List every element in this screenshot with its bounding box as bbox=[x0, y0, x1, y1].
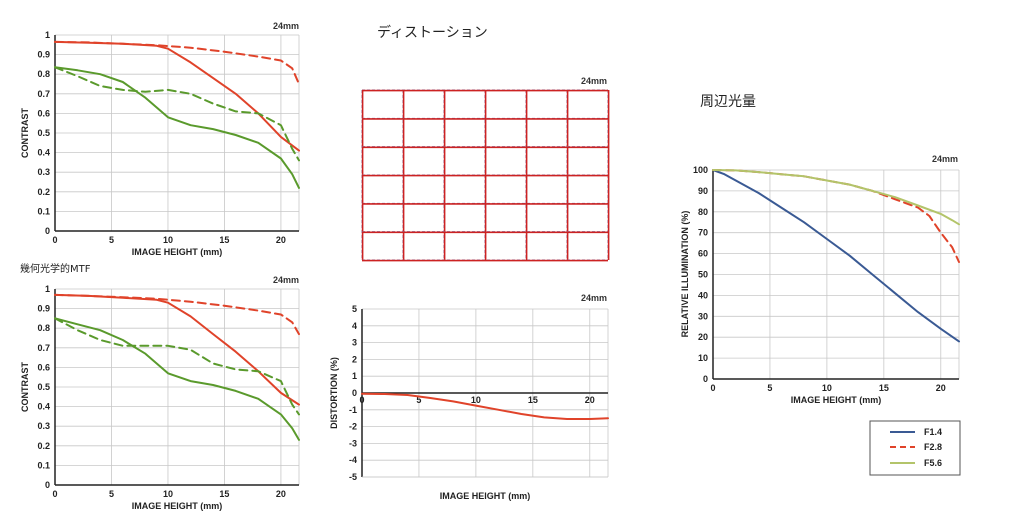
mtf2-ytick-label: 0.2 bbox=[37, 441, 50, 451]
distortion-series-line-0 bbox=[361, 392, 609, 420]
illumination-series-line-1 bbox=[712, 169, 960, 263]
illumination-ytick-label: 100 bbox=[693, 165, 708, 175]
mtf1-ytick-label: 0.9 bbox=[37, 50, 50, 60]
mtf2-series-line-3 bbox=[54, 317, 300, 416]
mtf1-ytick-label: 0.5 bbox=[37, 128, 50, 138]
illumination-y-axis-label: RELATIVE ILLUMINATION (%) bbox=[680, 211, 690, 338]
mtf1-ytick-label: 0.7 bbox=[37, 89, 50, 99]
mtf2-ytick-label: 1 bbox=[45, 284, 50, 294]
illumination-xtick-label: 5 bbox=[767, 383, 772, 393]
mtf-heading: 幾何光学的MTF bbox=[20, 262, 91, 275]
mtf1-series-line-3 bbox=[54, 66, 300, 162]
illumination-xtick-label: 0 bbox=[710, 383, 715, 393]
mtf-chart-2: 00.10.20.30.40.50.60.70.80.910 5 10 15 20IMA… bbox=[20, 284, 300, 511]
legend-label-f14: F1.4 bbox=[924, 427, 942, 437]
distortion-ytick-label: -1 bbox=[349, 405, 357, 415]
mtf1-ytick-label: 0.6 bbox=[37, 108, 50, 118]
legend-label-f56: F5.6 bbox=[924, 458, 942, 468]
mtf2-xtick-label: 5 bbox=[109, 489, 114, 499]
distortion-ytick-label: 0 bbox=[352, 388, 357, 398]
mtf1-ytick-label: 0.8 bbox=[37, 69, 50, 79]
illumination-ytick-label: 70 bbox=[698, 228, 708, 238]
mtf1-xtick-label: 10 bbox=[163, 235, 173, 245]
distortion-ytick-label: -2 bbox=[349, 422, 357, 432]
distortion-lens-label: 24mm bbox=[581, 293, 607, 303]
mtf2-ytick-label: 0.7 bbox=[37, 343, 50, 353]
mtf2-x-axis-label: IMAGE HEIGHT (mm) bbox=[132, 501, 223, 511]
illumination-ytick-label: 0 bbox=[703, 374, 708, 384]
mtf1-y-axis-label: CONTRAST bbox=[20, 108, 30, 158]
mtf2-ytick-label: 0.6 bbox=[37, 362, 50, 372]
mtf1-xtick-label: 0 bbox=[52, 235, 57, 245]
mtf1-ytick-label: 0.4 bbox=[37, 148, 50, 158]
mtf1-series-line-1 bbox=[54, 40, 300, 85]
illumination-series-line-2 bbox=[712, 169, 960, 226]
distortion-chart: -5-4-3-2-101234505101520IMAGE HEIGHT (mm… bbox=[329, 304, 609, 501]
distortion-ytick-label: 2 bbox=[352, 354, 357, 364]
illumination-ytick-label: 40 bbox=[698, 290, 708, 300]
mtf2-xtick-label: 0 bbox=[52, 489, 57, 499]
illumination-chart: 0 10 20 30 40 50 60 70 80 90 100 0 5 10 15 20 IMAGE HEIG… bbox=[680, 165, 960, 405]
distortion-xtick-label: 15 bbox=[528, 395, 538, 405]
mtf2-ytick-label: 0.3 bbox=[37, 421, 50, 431]
mtf2-xtick-label: 10 bbox=[163, 489, 173, 499]
mtf2-ytick-label: 0.8 bbox=[37, 323, 50, 333]
mtf2-y-axis-label: CONTRAST bbox=[20, 362, 30, 412]
illumination-ytick-label: 20 bbox=[698, 332, 708, 342]
illumination-ytick-label: 10 bbox=[698, 353, 708, 363]
distortion-xtick-label: 10 bbox=[471, 395, 481, 405]
mtf2-lens-label: 24mm bbox=[273, 275, 299, 285]
mtf1-ytick-label: 0 bbox=[45, 226, 50, 236]
distortion-ytick-label: 4 bbox=[352, 321, 357, 331]
distortion-ytick-label: 3 bbox=[352, 338, 357, 348]
mtf2-series-line-2 bbox=[54, 317, 300, 441]
mtf1-x-axis-label: IMAGE HEIGHT (mm) bbox=[132, 247, 223, 257]
mtf2-ytick-label: 0.5 bbox=[37, 382, 50, 392]
distortion-ytick-label: 1 bbox=[352, 371, 357, 381]
illumination-heading: 周辺光量 bbox=[700, 94, 756, 110]
illumination-ytick-label: 90 bbox=[698, 186, 708, 196]
illumination-ytick-label: 60 bbox=[698, 249, 708, 259]
grid-lens-label: 24mm bbox=[581, 76, 607, 86]
mtf1-xtick-label: 20 bbox=[276, 235, 286, 245]
illumination-legend: F1.4 F2.8 F5.6 bbox=[869, 420, 961, 476]
mtf2-ytick-label: 0.4 bbox=[37, 402, 50, 412]
mtf2-xtick-label: 15 bbox=[219, 489, 229, 499]
mtf1-xtick-label: 5 bbox=[109, 235, 114, 245]
distortion-grid-image bbox=[361, 89, 610, 262]
distortion-xtick-label: 20 bbox=[585, 395, 595, 405]
illumination-lens-label: 24mm bbox=[932, 154, 958, 164]
illumination-series-line-0 bbox=[712, 169, 960, 343]
distortion-xtick-label: 5 bbox=[416, 395, 421, 405]
mtf1-xtick-label: 15 bbox=[219, 235, 229, 245]
mtf2-ytick-label: 0 bbox=[45, 480, 50, 490]
distortion-y-axis-label: DISTORTION (%) bbox=[329, 357, 339, 429]
mtf1-ytick-label: 0.3 bbox=[37, 167, 50, 177]
mtf1-lens-label: 24mm bbox=[273, 21, 299, 31]
illumination-x-axis-label: IMAGE HEIGHT (mm) bbox=[791, 395, 882, 405]
illumination-xtick-label: 10 bbox=[822, 383, 832, 393]
mtf1-ytick-label: 0.1 bbox=[37, 206, 50, 216]
illumination-ytick-label: 50 bbox=[698, 270, 708, 280]
distortion-heading: ディストーション bbox=[377, 24, 488, 41]
distortion-x-axis-label: IMAGE HEIGHT (mm) bbox=[440, 491, 531, 501]
distortion-ytick-label: -4 bbox=[349, 455, 357, 465]
distortion-ytick-label: -5 bbox=[349, 472, 357, 482]
illumination-xtick-label: 20 bbox=[936, 383, 946, 393]
mtf1-ytick-label: 0.2 bbox=[37, 187, 50, 197]
mtf1-ytick-label: 1 bbox=[45, 30, 50, 40]
distortion-ytick-label: -3 bbox=[349, 438, 357, 448]
illumination-ytick-label: 30 bbox=[698, 311, 708, 321]
mtf2-series-line-1 bbox=[54, 293, 300, 336]
legend-label-f28: F2.8 bbox=[924, 442, 942, 452]
illumination-ytick-label: 80 bbox=[698, 207, 708, 217]
distortion-ytick-label: 5 bbox=[352, 304, 357, 314]
illumination-xtick-label: 15 bbox=[879, 383, 889, 393]
mtf1-series-line-2 bbox=[54, 66, 300, 189]
mtf2-xtick-label: 20 bbox=[276, 489, 286, 499]
mtf2-ytick-label: 0.9 bbox=[37, 304, 50, 314]
mtf2-ytick-label: 0.1 bbox=[37, 460, 50, 470]
mtf-chart-1: 00.10.20.30.40.50.60.70.80.910 5 10 15 20IMA… bbox=[20, 30, 300, 257]
